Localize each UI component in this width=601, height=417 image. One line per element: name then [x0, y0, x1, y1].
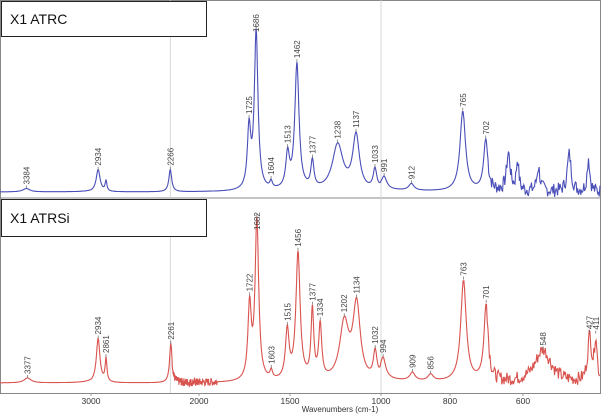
peak-label: 411	[592, 316, 601, 329]
plot-border	[0, 0, 601, 394]
peak-label: 1682	[253, 212, 262, 230]
spectrum-line-1	[0, 28, 601, 197]
peak-label: 1032	[371, 326, 380, 344]
peak-label: 427	[586, 315, 595, 329]
peak-label: 1603	[267, 345, 276, 363]
x-tick-label: 800	[443, 396, 457, 406]
peak-label: 1686	[252, 14, 261, 32]
peak-label: 1725	[245, 96, 254, 114]
peak-label: 1456	[294, 228, 303, 246]
peak-label: 763	[460, 262, 469, 276]
peak-label: 1137	[352, 110, 361, 128]
x-axis-title: Wavenumbers (cm-1)	[302, 405, 379, 414]
peak-label: 1377	[308, 282, 317, 300]
x-tick-label: 2000	[190, 396, 209, 406]
x-tick-label: 1500	[281, 396, 300, 406]
peak-label: 856	[427, 356, 436, 370]
x-axis: 3000 2000 1500 1000 800 600	[0, 393, 601, 406]
reference-lines	[169, 0, 382, 393]
peak-label: 765	[459, 93, 468, 107]
peak-label: 548	[539, 332, 548, 346]
spectrum-line-2	[0, 216, 601, 388]
peak-label: 912	[407, 165, 416, 179]
x-tick-label: 600	[516, 396, 530, 406]
peak-label: 2934	[94, 316, 103, 334]
peak-label: 1238	[334, 120, 343, 138]
peak-label: 3377	[24, 356, 33, 374]
peak-label: 1202	[340, 294, 349, 312]
peak-labels: 3384 2934 2266 1725 1686 1604 1513 1462 1377 1238…	[22, 14, 601, 378]
chart-frame	[0, 0, 601, 394]
peak-label: 2934	[94, 147, 103, 165]
peak-label: 2861	[102, 335, 111, 353]
peak-label: 2261	[167, 321, 176, 339]
peak-label: 991	[380, 158, 389, 172]
peak-label: 1334	[316, 298, 325, 316]
panel-title-bottom: X1 ATRSi	[1, 199, 207, 237]
peak-label: 1513	[284, 125, 293, 143]
peak-label: 1722	[246, 273, 255, 291]
x-tick-label: 3000	[82, 396, 101, 406]
peak-label: 1604	[267, 157, 276, 175]
peak-label: 994	[379, 339, 388, 353]
peak-label: 3384	[22, 166, 31, 184]
x-tick-label: 1000	[372, 396, 391, 406]
peak-label: 909	[408, 354, 417, 368]
panel-title-top: X1 ATRC	[1, 1, 207, 37]
peak-label: 1377	[308, 135, 317, 153]
peak-label: 1134	[353, 276, 362, 294]
peak-label: 2266	[166, 147, 175, 165]
spectrum-traces	[0, 28, 601, 388]
peak-label: 1515	[283, 303, 292, 321]
peak-label: 1033	[371, 145, 380, 163]
peak-label: 1462	[293, 40, 302, 58]
peak-label: 701	[482, 285, 491, 299]
peak-label: 702	[482, 121, 491, 135]
